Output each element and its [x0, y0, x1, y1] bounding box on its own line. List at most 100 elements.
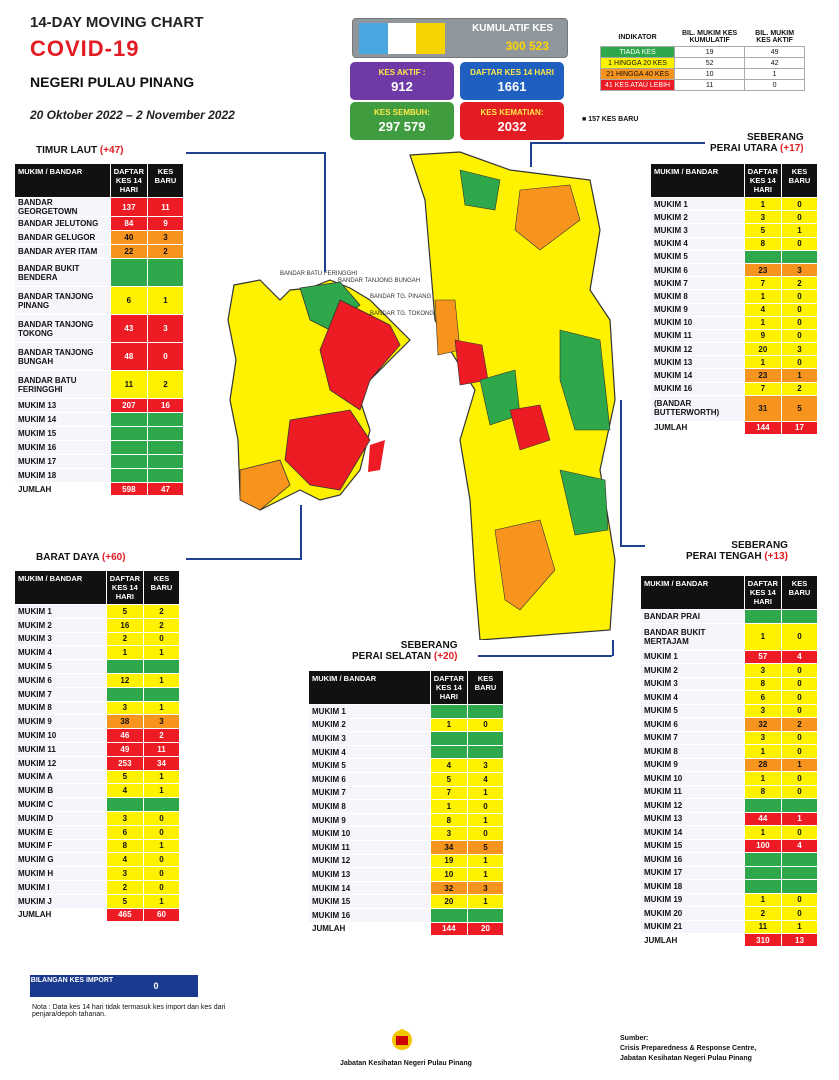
row-label: MUKIM 18: [640, 879, 745, 894]
table-row: MUKIM 13 1 0: [650, 355, 818, 370]
legend-value: 0: [744, 79, 806, 91]
col-header: MUKIM / BANDAR: [308, 670, 431, 705]
kes-baru-cell: 2: [143, 728, 180, 743]
total-row: JUMLAH 598 47: [14, 481, 184, 497]
table-row: MUKIM 6 12 1: [14, 672, 180, 688]
daftar-cell: 100: [743, 838, 783, 853]
daftar-cell: 137: [109, 197, 149, 217]
kes-baru-cell: 3: [467, 880, 504, 896]
daftar-cell: 1: [743, 196, 783, 212]
kes-baru-cell: 1: [143, 783, 180, 799]
kes-sembuh-value: 297 579: [378, 119, 426, 134]
table-row: MUKIM 17 0 0: [14, 454, 184, 469]
kes-baru-cell: 3: [781, 262, 818, 278]
daftar-cell: 19: [429, 853, 469, 869]
kes-baru-cell: 0: [781, 302, 818, 317]
table-row: MUKIM 19 1 0: [640, 892, 818, 907]
table-row: MUKIM 1 57 4: [640, 649, 818, 664]
row-label: MUKIM 19: [640, 892, 745, 907]
kes-baru-cell: 0: [781, 663, 818, 678]
kes-kematian-box: KES KEMATIAN: 2032: [460, 102, 564, 140]
daftar-cell: 49: [105, 741, 145, 757]
daftar-cell: 0: [105, 797, 145, 812]
kes-baru-cell: 0: [143, 631, 180, 647]
kumulatif-panel: KUMULATIF KES 300 523: [352, 18, 568, 58]
table-row: MUKIM 16 7 2: [650, 381, 818, 396]
row-label: MUKIM 9: [640, 757, 745, 772]
table-row: MUKIM 14 32 3: [308, 880, 504, 896]
col-header: MUKIM / BANDAR: [14, 570, 107, 605]
row-label: MUKIM 15: [14, 426, 111, 441]
row-label: BANDAR GELUGOR: [14, 230, 111, 245]
row-label: MUKIM 18: [14, 468, 111, 483]
daftar-cell: 5: [105, 769, 145, 785]
connector-line: [186, 152, 326, 154]
row-label: MUKIM 4: [308, 744, 431, 760]
row-label: MUKIM 6: [14, 672, 107, 688]
daftar-cell: 22: [109, 244, 149, 259]
timur-laut-table: MUKIM / BANDAR DAFTAR KES 14 HARI KES BARU…: [14, 163, 184, 497]
row-label: MUKIM 8: [308, 799, 431, 814]
row-label: MUKIM D: [14, 810, 107, 826]
daftar-cell: 0: [109, 454, 149, 469]
table-row: MUKIM 11 34 5: [308, 839, 504, 855]
kes-baru-cell: 4: [781, 649, 818, 664]
legend-value: 11: [674, 79, 746, 91]
kes-baru-cell: 2: [781, 381, 818, 396]
col-header: KES BARU: [781, 163, 818, 198]
island-map: [227, 279, 411, 511]
daftar-cell: 40: [109, 230, 149, 245]
total-daftar: 144: [743, 420, 783, 436]
row-label: MUKIM A: [14, 769, 107, 785]
daftar-cell: 9: [743, 328, 783, 344]
total-label: JUMLAH: [650, 420, 745, 436]
kes-baru-cell: 2: [147, 370, 184, 399]
daftar-cell: 3: [743, 210, 783, 225]
daftar-cell: 57: [743, 649, 783, 664]
daftar-cell: 5: [743, 223, 783, 238]
table-row: MUKIM 17 0 0: [640, 865, 818, 880]
daftar-cell: 1: [743, 289, 783, 304]
row-label: MUKIM 5: [14, 659, 107, 674]
barat-daya-table: MUKIM / BANDAR DAFTAR KES 14 HARI KES BARU…: [14, 570, 180, 922]
legend-header: BIL. MUKIM KES AKTIF: [755, 30, 795, 44]
total-row: JUMLAH 144 20: [308, 921, 504, 936]
kes-baru-cell: 4: [467, 771, 504, 787]
row-label: BANDAR TANJONG TOKONG: [14, 314, 111, 343]
kes-baru-legend: ■ 157 KES BARU: [582, 116, 639, 123]
kes-kematian-label: KES KEMATIAN:: [480, 108, 544, 117]
kes-baru-cell: 0: [781, 879, 818, 894]
kes-baru-cell: 1: [143, 893, 180, 909]
col-header: KES BARU: [143, 570, 180, 605]
map-label-btt: BANDAR TG. TOKONG: [370, 311, 434, 317]
table-row: MUKIM 12 19 1: [308, 853, 504, 869]
daftar-cell: 11: [109, 370, 149, 399]
total-baru: 47: [147, 481, 184, 497]
row-label: MUKIM 2: [14, 617, 107, 633]
table-row: MUKIM 15 0 0: [14, 426, 184, 441]
spt-title: SEBERANG PERAI TENGAH (+13): [686, 540, 788, 562]
row-label: MUKIM 17: [640, 865, 745, 880]
row-label: BANDAR BUKIT MERTAJAM: [640, 622, 745, 651]
row-label: MUKIM 14: [308, 880, 431, 896]
daftar-cell: 3: [743, 703, 783, 718]
daftar-cell: 43: [109, 314, 149, 343]
row-label: MUKIM 13: [650, 355, 745, 370]
row-label: MUKIM 11: [640, 784, 745, 799]
total-baru: 60: [143, 907, 180, 922]
table-row: MUKIM 14 1 0: [640, 825, 818, 840]
daftar-cell: 3: [105, 810, 145, 826]
kes-baru-cell: 0: [781, 744, 818, 759]
row-label: MUKIM 20: [640, 906, 745, 921]
total-row: JUMLAH 310 13: [640, 932, 818, 948]
row-label: MUKIM 7: [650, 276, 745, 291]
kes-baru-cell: 1: [143, 645, 180, 661]
table-row: BANDAR PRAI 0 0: [640, 609, 818, 624]
daftar-cell: 0: [743, 798, 783, 813]
daftar-cell: 4: [429, 758, 469, 773]
